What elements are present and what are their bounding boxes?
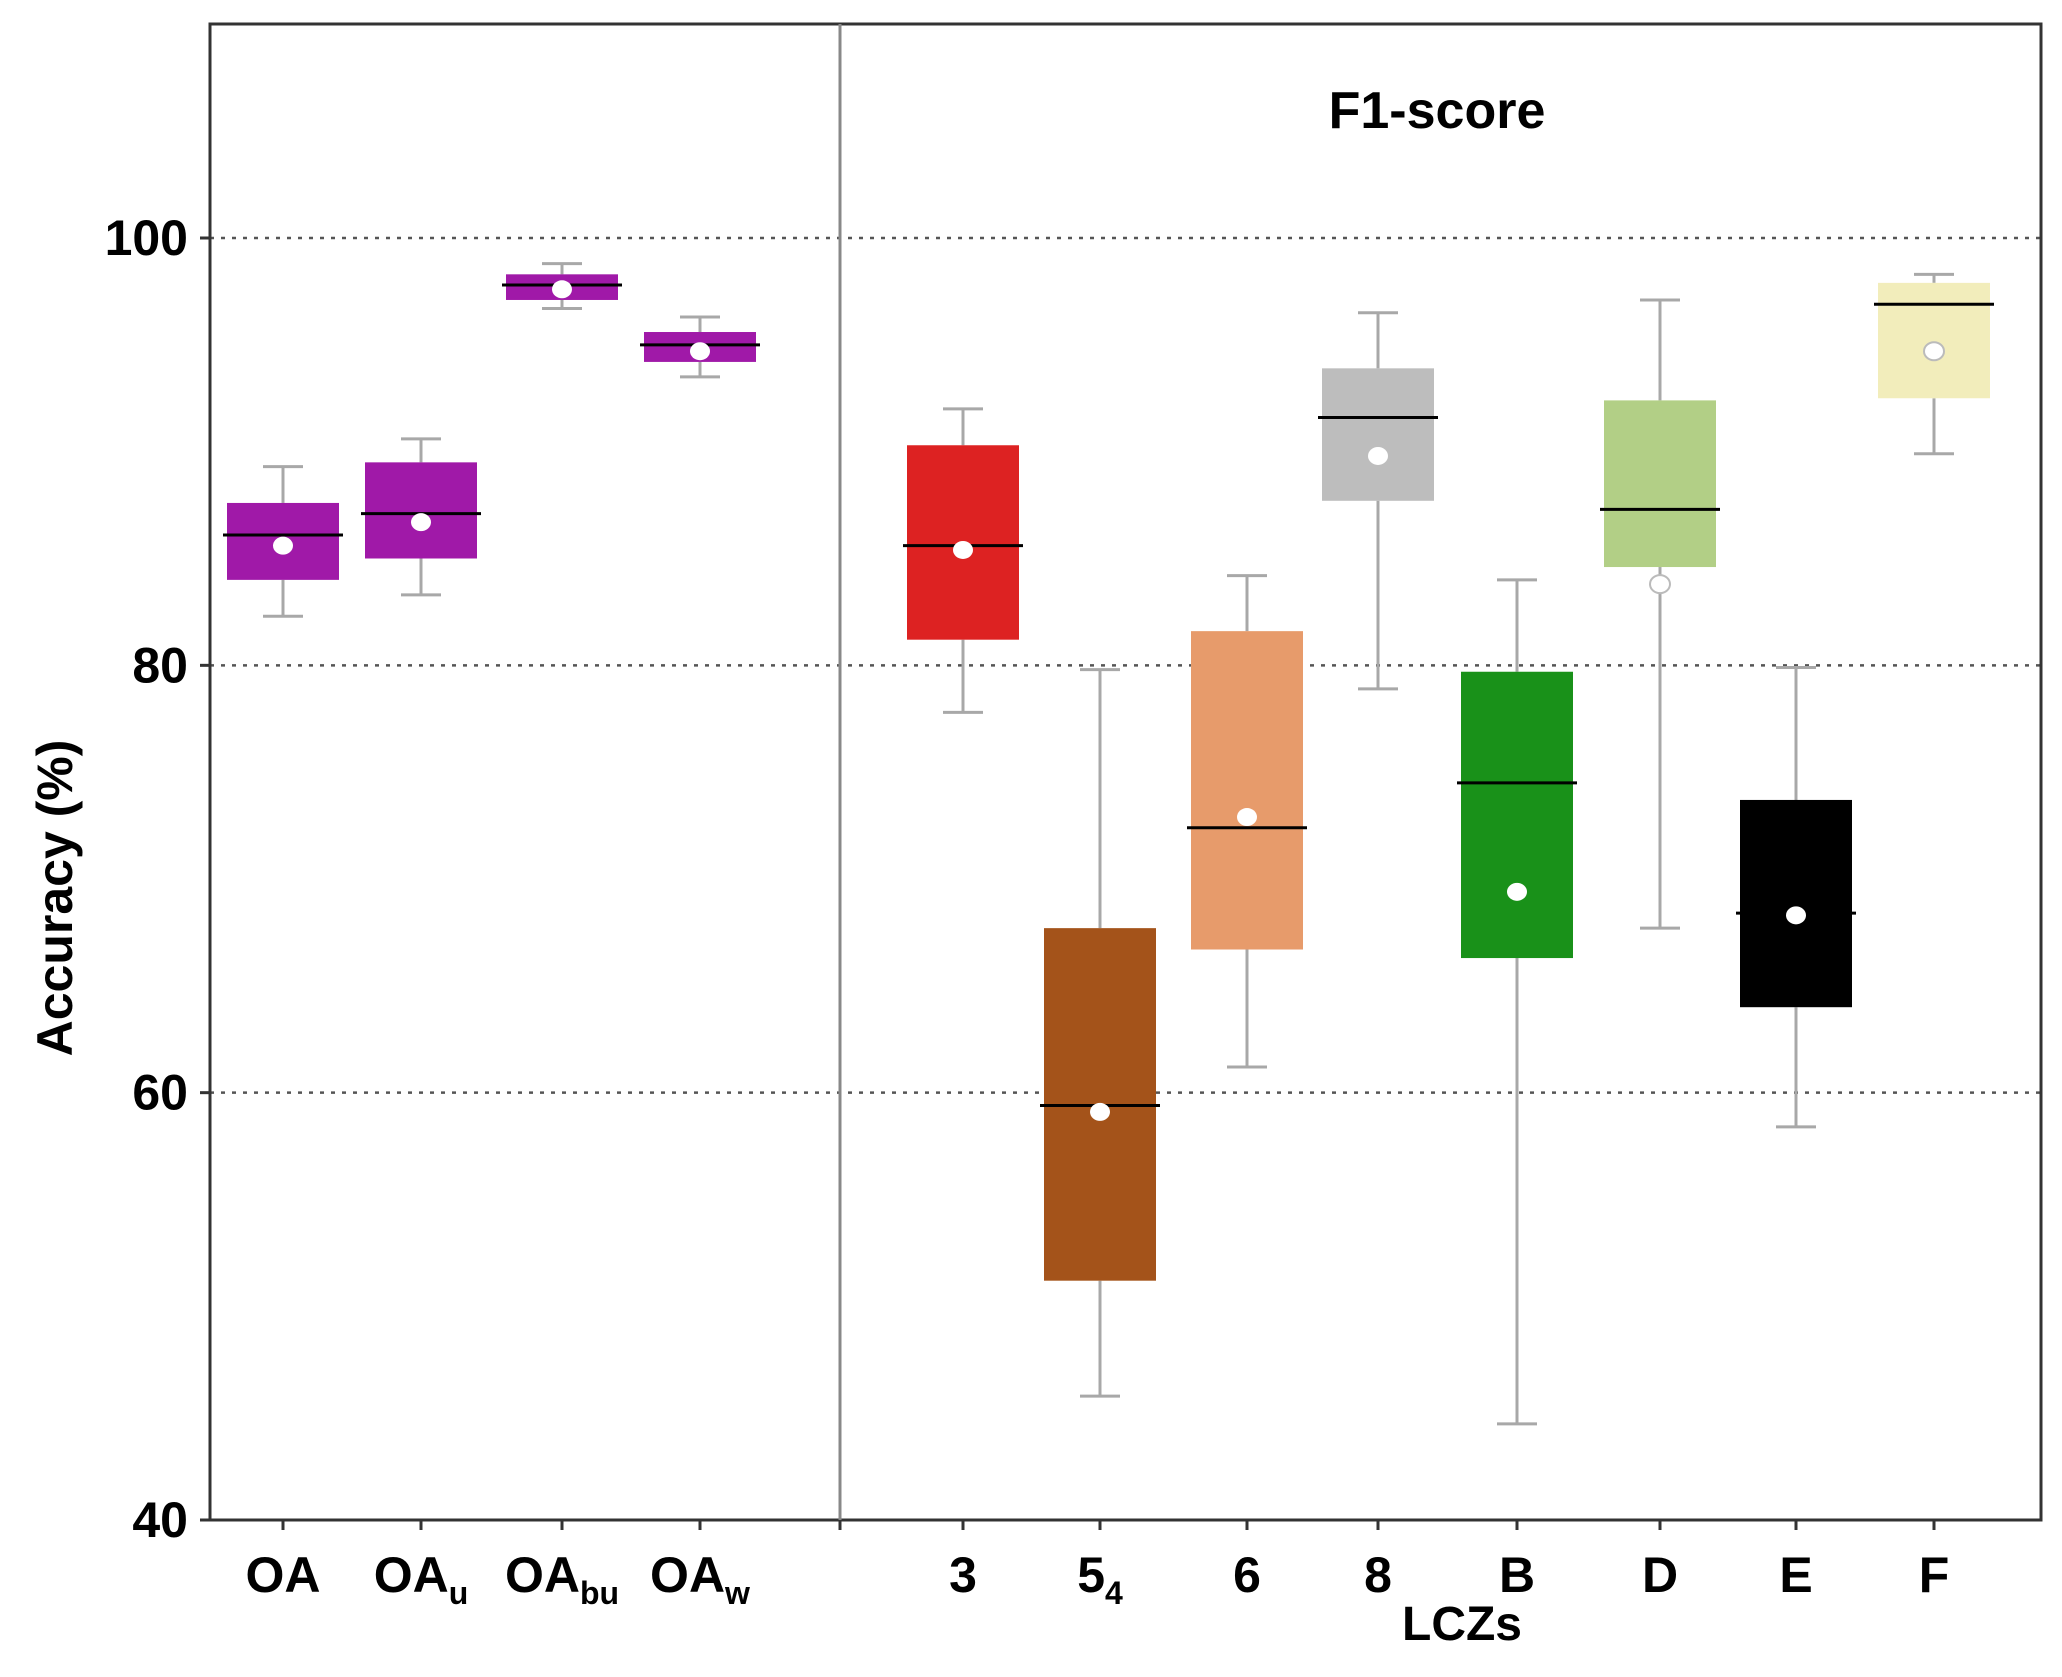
mean-marker [953,540,973,559]
y-tick-label-60: 60 [132,1065,188,1121]
x-tick-label-8: 8 [1364,1547,1392,1603]
x-tick-label-E: E [1779,1547,1812,1603]
box-iqr [1604,400,1716,568]
x-tick-label-OA: OA [246,1547,321,1603]
box-layer [223,262,1994,1426]
x-tick-label-3: 3 [949,1547,977,1603]
chart-title: F1-score [1329,82,1546,140]
x-tick-label-OAw: OAw [650,1547,750,1611]
box-6 [1187,574,1307,1069]
x-ticks: OA OAu OAbu OAw 3 54 6 8 B D E F [246,1520,1950,1611]
mean-marker [411,513,431,532]
mean-marker [1237,808,1257,827]
box-iqr [1191,631,1303,950]
mean-marker [552,280,572,299]
box-iqr [1461,671,1573,959]
mean-marker [1090,1102,1110,1121]
box-iqr [1322,368,1434,501]
y-axis-label: Accuracy (%) [27,740,83,1057]
box-OAbu [502,262,622,311]
box-OA [223,465,343,618]
box-OAu [361,437,481,597]
box-B [1457,578,1577,1426]
mean-marker [1649,574,1671,595]
mean-marker [1368,446,1388,465]
x-tick-label-6: 6 [1233,1547,1261,1603]
x-axis-label: LCZs [1402,1598,1522,1651]
box-E [1736,665,1856,1129]
x-tick-label-54: 54 [1077,1547,1123,1611]
box-OAw [640,315,760,379]
box-F [1874,272,1994,456]
mean-marker [690,342,710,361]
y-tick-label-80: 80 [132,637,188,693]
box-iqr [1878,282,1990,399]
box-D [1600,298,1720,930]
y-tick-label-40: 40 [132,1492,188,1548]
plot-frame [208,22,2043,1522]
box-iqr [365,462,477,559]
mean-marker [1786,906,1806,925]
box-iqr [1740,799,1852,1008]
x-tick-label-F: F [1919,1547,1950,1603]
mean-marker [273,536,293,555]
mean-marker [1923,341,1945,362]
box-3 [903,407,1023,714]
y-tick-label-100: 100 [105,210,188,266]
mean-marker [1507,882,1527,901]
x-tick-label-B: B [1499,1547,1535,1603]
x-tick-label-D: D [1642,1547,1678,1603]
x-tick-label-OAu: OAu [374,1547,469,1611]
y-ticks: 40 60 80 100 [105,210,210,1548]
box-54 [1040,668,1160,1398]
x-tick-label-OAbu: OAbu [505,1547,619,1611]
box-8 [1318,311,1438,691]
